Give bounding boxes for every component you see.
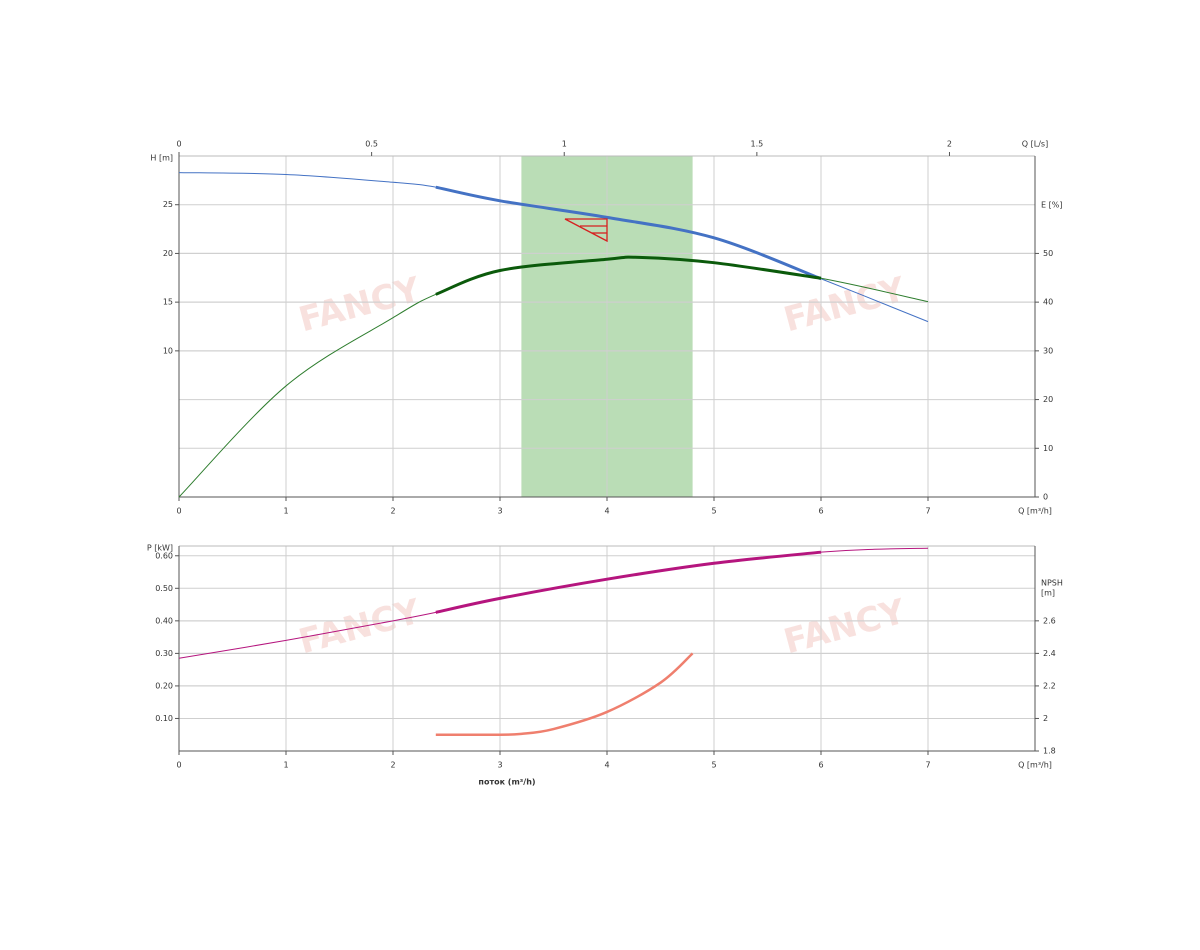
y-tick-label: 0.50: [155, 584, 173, 593]
x-tick-label: 1: [283, 507, 288, 516]
x2-tick-label: 0: [176, 140, 181, 149]
y2-tick-label: 2: [1043, 714, 1048, 723]
x-tick-label: 0: [176, 761, 181, 770]
duty-triangle: [564, 218, 608, 243]
x-axis-label: Q [m³/h]: [1018, 507, 1052, 516]
y-tick-label: 0.30: [155, 649, 173, 658]
x-tick-label: 7: [925, 507, 930, 516]
x-axis-label: Q [m³/h]: [1018, 761, 1052, 770]
y2-tick-label: 30: [1043, 346, 1053, 355]
series-line-thick: [435, 185, 822, 281]
y-tick-label: 0.40: [155, 616, 173, 625]
x2-tick-label: 2: [947, 140, 952, 149]
x-tick-label: 5: [711, 507, 716, 516]
y2-axis-label: E [%]: [1041, 201, 1062, 210]
x2-tick-label: 1.5: [750, 140, 763, 149]
x-tick-label: 3: [497, 761, 502, 770]
x-tick-label: 2: [390, 507, 395, 516]
y-tick-label: 15: [163, 298, 173, 307]
duty-point-marker: [564, 218, 608, 243]
y2-tick-label: 40: [1043, 298, 1053, 307]
y2-tick-label: 50: [1043, 249, 1053, 258]
x-tick-label: 0: [176, 507, 181, 516]
y2-axis-label: NPSH: [1041, 579, 1063, 588]
x-tick-label: 4: [604, 761, 609, 770]
y-tick-label: 0.10: [155, 714, 173, 723]
y-tick-label: 0.60: [155, 551, 173, 560]
series-line: [435, 652, 694, 737]
y-tick-label: 10: [163, 346, 173, 355]
y-tick-label: 25: [163, 200, 173, 209]
x-axis-title: поток (m³/h): [478, 778, 535, 787]
x-tick-label: 3: [497, 507, 502, 516]
x-tick-label: 1: [283, 761, 288, 770]
x2-tick-label: 1: [562, 140, 567, 149]
y2-axis-label: [m]: [1041, 589, 1055, 598]
y-tick-label: 20: [163, 249, 173, 258]
y2-tick-label: 2.2: [1043, 681, 1056, 690]
x-tick-label: 7: [925, 761, 930, 770]
y2-tick-label: 2.4: [1043, 649, 1056, 658]
series-line-thick: [435, 255, 822, 296]
x-tick-label: 6: [818, 761, 823, 770]
x-tick-label: 5: [711, 761, 716, 770]
y2-tick-label: 10: [1043, 444, 1053, 453]
y2-tick-label: 20: [1043, 395, 1053, 404]
y-axis-label: H [m]: [150, 154, 173, 163]
x-tick-label: 4: [604, 507, 609, 516]
x2-tick-label: 0.5: [365, 140, 378, 149]
y2-tick-label: 0: [1043, 493, 1048, 502]
y2-tick-label: 2.6: [1043, 616, 1056, 625]
y2-tick-label: 1.8: [1043, 747, 1056, 756]
x-tick-label: 2: [390, 761, 395, 770]
x2-axis-label: Q [L/s]: [1022, 140, 1048, 149]
y-tick-label: 0.20: [155, 681, 173, 690]
y-axis-label: P [kW]: [147, 544, 173, 553]
x-tick-label: 6: [818, 507, 823, 516]
series-line-thick: [435, 550, 822, 614]
